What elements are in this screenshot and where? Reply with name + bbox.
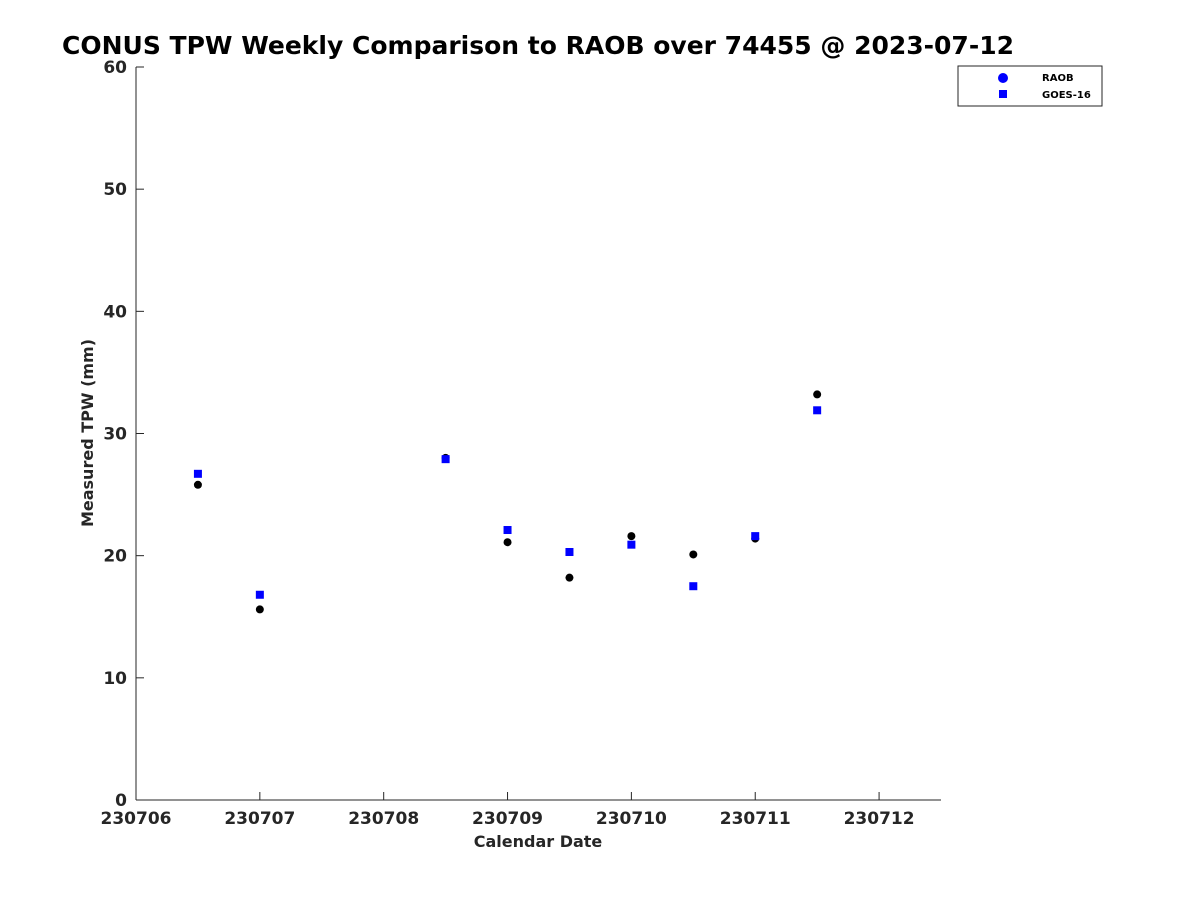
x-tick-label: 230711	[720, 809, 791, 829]
x-tick-label: 230709	[472, 809, 543, 829]
x-axis-ticks: 230706 230707 230708 230709 230710 230711 2307…	[101, 792, 915, 829]
legend-goes-marker	[999, 90, 1007, 98]
goes-16-point	[813, 406, 822, 415]
goes-16-point	[255, 590, 264, 599]
y-tick-label: 40	[103, 302, 127, 322]
goes-16-point	[441, 455, 450, 464]
y-tick-label: 30	[103, 425, 127, 445]
series-layer	[193, 390, 822, 614]
goes-16-point	[751, 532, 760, 541]
x-tick-label: 230712	[844, 809, 915, 829]
legend-raob-marker	[998, 73, 1008, 83]
series-goes-16	[193, 406, 822, 599]
legend-raob-label: RAOB	[1042, 73, 1074, 84]
goes-16-point	[193, 469, 202, 478]
plot-area	[135, 67, 941, 801]
chart-title: CONUS TPW Weekly Comparison to RAOB over…	[62, 31, 1014, 60]
raob-point	[627, 532, 636, 541]
goes-16-point	[565, 548, 574, 557]
raob-point	[813, 390, 822, 399]
chart-legend: RAOB GOES-16	[957, 65, 1103, 107]
x-tick-label: 230710	[596, 809, 667, 829]
y-tick-label: 0	[115, 791, 127, 811]
raob-point	[503, 538, 512, 547]
y-tick-label: 20	[103, 547, 127, 567]
series-raob	[193, 390, 822, 614]
goes-16-point	[503, 526, 512, 535]
raob-point	[565, 573, 574, 582]
legend-goes-label: GOES-16	[1042, 90, 1091, 101]
x-axis-label: Calendar Date	[474, 832, 603, 851]
y-tick-label: 60	[103, 58, 127, 78]
raob-point	[255, 605, 264, 614]
x-tick-label: 230708	[348, 809, 419, 829]
y-axis-ticks: 0 10 20 30 40 50 60	[103, 58, 144, 811]
legend-box	[957, 65, 1103, 107]
raob-point	[689, 550, 698, 559]
y-tick-label: 50	[103, 180, 127, 200]
x-tick-label: 230707	[224, 809, 295, 829]
y-tick-label: 10	[103, 669, 127, 689]
goes-16-point	[627, 540, 636, 549]
raob-point	[193, 480, 202, 489]
goes-16-point	[689, 582, 698, 591]
x-tick-label: 230706	[101, 809, 172, 829]
y-axis-label: Measured TPW (mm)	[78, 339, 97, 527]
